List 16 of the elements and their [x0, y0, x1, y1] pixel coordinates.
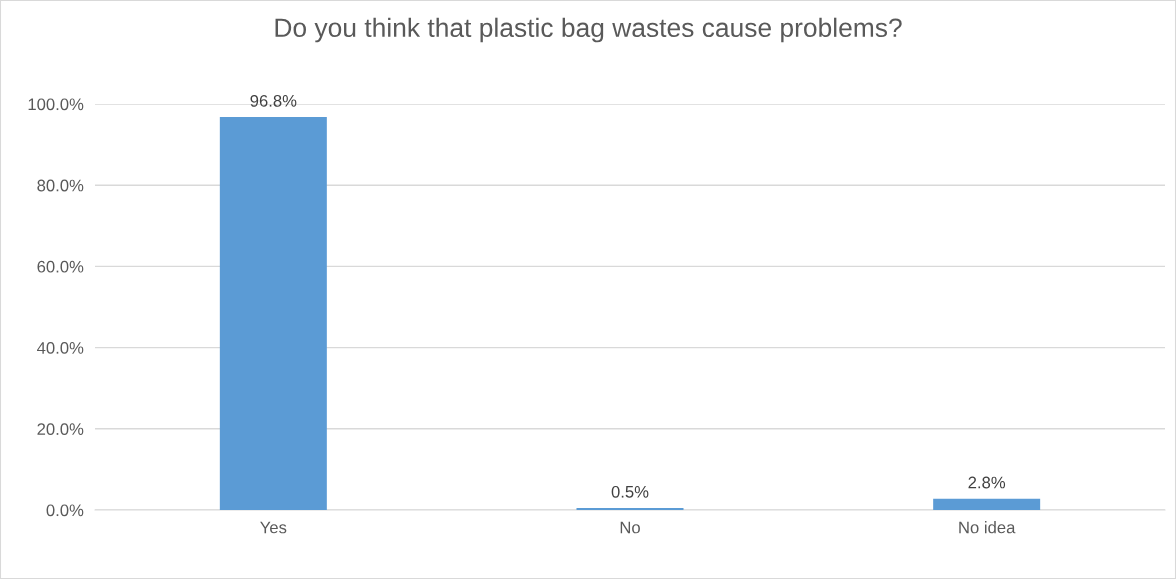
bar — [933, 498, 1041, 510]
y-tick-label: 80.0% — [37, 179, 84, 192]
x-tick-label: No — [620, 521, 640, 534]
data-label: 96.8% — [250, 94, 297, 107]
y-tick-label: 60.0% — [37, 260, 84, 273]
data-label: 2.8% — [968, 476, 1006, 489]
y-tick-label: 20.0% — [37, 423, 84, 435]
x-tick-label: Yes — [260, 521, 287, 534]
y-tick-label: 0.0% — [46, 504, 84, 517]
bar — [219, 116, 327, 510]
bar — [576, 507, 684, 510]
x-tick-label: No idea — [959, 521, 1016, 534]
chart-title: Do you think that plastic bag wastes cause problems? — [275, 17, 902, 43]
y-tick-label: 40.0% — [37, 342, 84, 354]
y-tick-label: 100.0% — [28, 98, 84, 111]
data-label: 0.5% — [611, 485, 649, 498]
